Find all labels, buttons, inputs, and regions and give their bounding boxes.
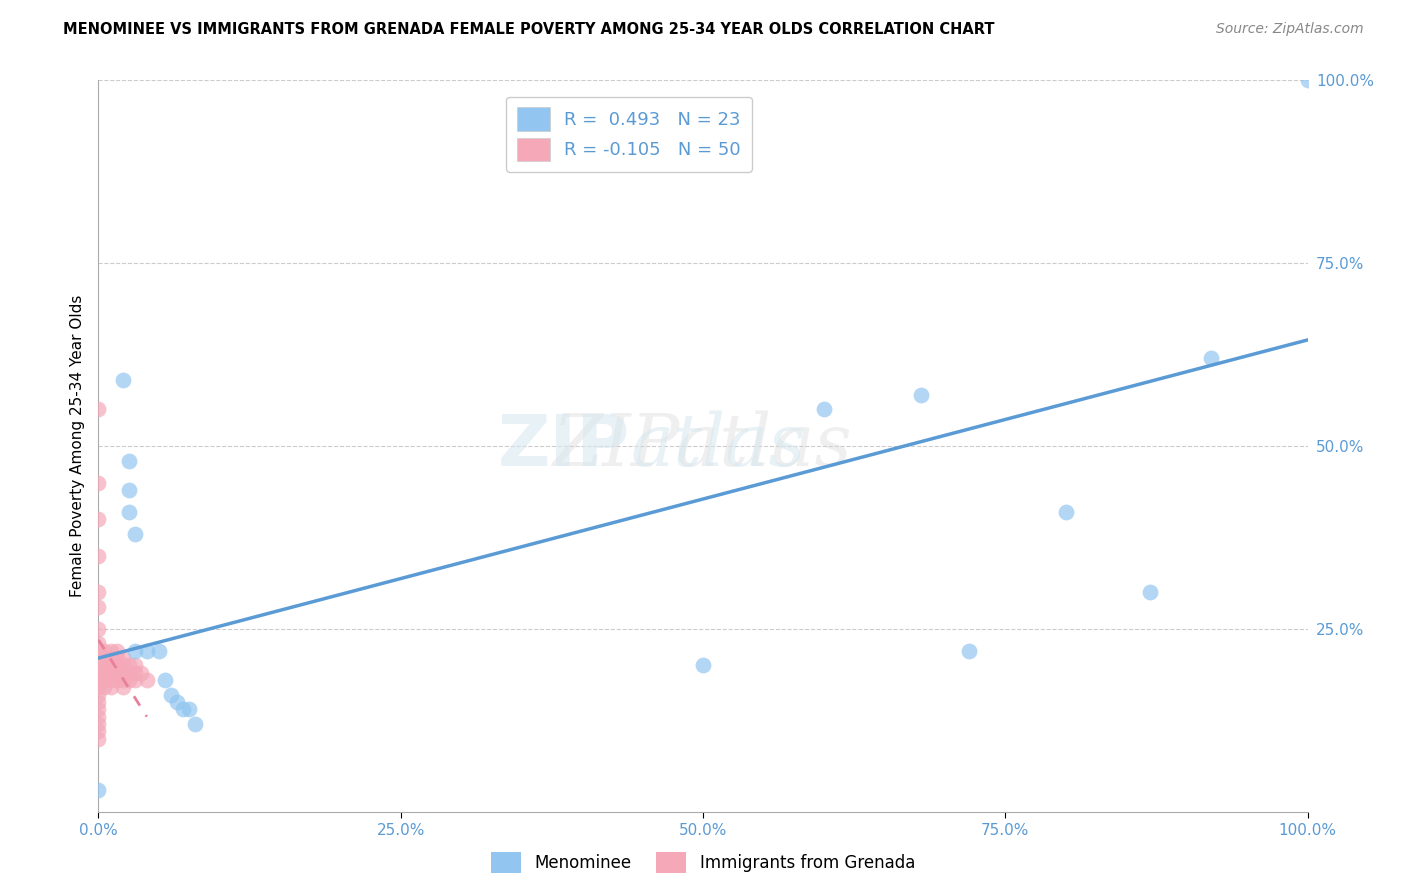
Point [87,709,110,723]
Point [100,644,122,658]
Point [910,388,932,402]
Point [100,651,122,665]
Point [105,673,128,687]
Point [1054,505,1077,519]
Text: atlas: atlas [630,410,806,482]
Point [93,658,115,673]
Point [87,402,110,417]
Point [87,665,110,680]
Point [1139,585,1161,599]
Point [87,717,110,731]
Point [957,644,980,658]
Point [100,665,122,680]
Point [87,585,110,599]
Point [105,651,128,665]
Point [93,681,115,695]
Point [184,717,207,731]
Text: ZIPatlas: ZIPatlas [560,411,846,481]
Point [166,695,188,709]
Y-axis label: Female Poverty Among 25-34 Year Olds: Female Poverty Among 25-34 Year Olds [69,295,84,597]
Point [87,636,110,650]
Point [111,665,134,680]
Point [105,665,128,680]
Point [124,526,146,541]
Point [87,622,110,636]
Point [118,673,141,687]
Point [172,702,194,716]
Point [118,483,141,497]
Point [100,673,122,687]
Point [87,702,110,716]
Point [105,658,128,673]
Point [93,665,115,680]
Point [87,731,110,746]
Point [118,505,141,519]
Point [813,402,835,417]
Point [135,673,157,687]
Point [129,665,152,680]
Text: Source: ZipAtlas.com: Source: ZipAtlas.com [1216,22,1364,37]
Point [692,658,714,673]
Point [87,688,110,702]
Point [105,644,128,658]
Point [87,475,110,490]
Point [87,512,110,526]
Point [118,658,141,673]
Legend: Menominee, Immigrants from Grenada: Menominee, Immigrants from Grenada [484,846,922,880]
Point [93,651,115,665]
Point [87,681,110,695]
Point [148,644,170,658]
Text: ZIP: ZIP [498,411,630,481]
Point [153,673,176,687]
Text: ZIPatlas: ZIPatlas [553,410,853,482]
Point [160,688,183,702]
Point [111,651,134,665]
Point [111,673,134,687]
Point [87,695,110,709]
Point [87,599,110,614]
Point [135,644,157,658]
Point [93,673,115,687]
Point [111,681,134,695]
Point [87,658,110,673]
Point [100,681,122,695]
Point [87,782,110,797]
Point [87,673,110,687]
Point [124,673,146,687]
Point [111,658,134,673]
Point [118,665,141,680]
Point [87,724,110,739]
Point [1296,73,1319,87]
Point [87,549,110,563]
Point [111,373,134,387]
Point [179,702,201,716]
Point [1199,351,1222,366]
Point [100,658,122,673]
Point [118,453,141,467]
Point [124,644,146,658]
Point [93,644,115,658]
Point [124,665,146,680]
Point [87,644,110,658]
Text: MENOMINEE VS IMMIGRANTS FROM GRENADA FEMALE POVERTY AMONG 25-34 YEAR OLDS CORREL: MENOMINEE VS IMMIGRANTS FROM GRENADA FEM… [63,22,995,37]
Legend: R =  0.493   N = 23, R = -0.105   N = 50: R = 0.493 N = 23, R = -0.105 N = 50 [506,96,752,172]
Point [124,658,146,673]
